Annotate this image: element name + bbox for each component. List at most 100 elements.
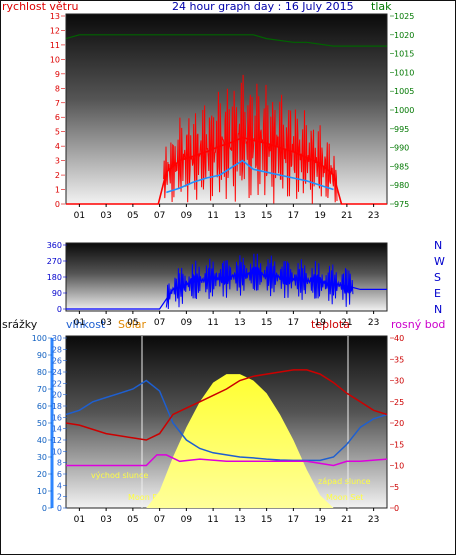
wind-speed-tick-label: 6 (55, 113, 60, 122)
temperature-tick-label: 5 (394, 483, 399, 492)
wind-speed-tick-label: 4 (55, 142, 60, 151)
wind-speed-label: rychlost větru (2, 0, 79, 13)
x-tick-label: 01 (74, 211, 85, 221)
dew-point-line (66, 454, 388, 467)
x-tick-label: 09 (181, 515, 193, 525)
wind-speed-tick-label: 5 (55, 128, 60, 137)
x-tick-label: 19 (314, 211, 326, 221)
pressure-tick-label: 1020 (394, 31, 414, 40)
humidity-tick-label: 4 (57, 481, 62, 490)
rain-tick-label: 70 (37, 385, 47, 394)
wind-noise (163, 74, 338, 204)
pressure-tick-label: 1005 (394, 87, 414, 96)
x-tick-label: 11 (207, 211, 218, 221)
x-tick-label: 05 (127, 211, 138, 221)
direction-tick-label: 270 (47, 257, 62, 266)
pressure-tick-label: 990 (394, 144, 409, 153)
temperature-line (65, 369, 388, 441)
x-tick-label: 17 (288, 211, 299, 221)
x-tick-label: 07 (154, 211, 165, 221)
pressure-tick-label: 985 (394, 162, 409, 171)
pressure-tick-label: 995 (394, 125, 409, 134)
direction-tick-label: 180 (47, 273, 62, 282)
graph-title: 24 hour graph day : 16 July 2015 (172, 0, 354, 13)
x-tick-label: 19 (314, 515, 326, 525)
wind-speed-tick-label: 9 (55, 70, 60, 79)
direction-tick-label: 0 (57, 305, 62, 314)
compass-label: E (434, 287, 441, 300)
humidity-tick-label: 6 (57, 470, 62, 479)
x-tick-label: 07 (154, 515, 165, 525)
wind-speed-tick-label: 7 (55, 99, 60, 108)
rain-tick-label: 30 (37, 453, 47, 462)
humidity-tick-label: 16 (52, 413, 62, 422)
direction-tick-label: 360 (47, 241, 62, 250)
x-tick-label: 17 (288, 515, 299, 525)
wind-speed-tick-label: 11 (50, 41, 60, 50)
wind-speed-tick-label: 8 (55, 84, 60, 93)
rain-tick-label: 50 (37, 419, 47, 428)
humidity-tick-label: 20 (52, 391, 62, 400)
humidity-tick-label: 14 (52, 425, 62, 434)
wind-speed-tick-label: 12 (50, 26, 60, 35)
temperature-tick-label: 0 (394, 504, 399, 513)
rain-tick-label: 80 (37, 368, 47, 377)
wind-speed-tick-label: 2 (55, 171, 60, 180)
x-tick-label: 17 (288, 318, 299, 328)
temperature-tick-label: 35 (394, 355, 404, 364)
rain-tick-label: 0 (42, 504, 47, 513)
temperature-tick-label: 25 (394, 398, 404, 407)
rain-tick-label: 20 (37, 470, 47, 479)
wind-average-line (166, 159, 334, 194)
solar-label: Solar (118, 318, 147, 331)
sunset-annotation: západ slunce (318, 477, 371, 486)
rain-label: srážky (2, 318, 38, 331)
x-tick-label: 23 (368, 515, 379, 525)
humidity-tick-label: 18 (52, 402, 62, 411)
humidity-tick-label: 10 (52, 447, 62, 456)
temperature-tick-label: 30 (394, 377, 404, 386)
sunrise-annotation: východ slunce (91, 471, 148, 480)
humidity-tick-label: 22 (52, 379, 62, 388)
humidity-tick-label: 28 (52, 345, 62, 354)
wind-speed-tick-label: 1 (55, 186, 60, 195)
compass-label: S (434, 271, 441, 284)
wind-speed-line (66, 136, 387, 205)
x-tick-label: 13 (234, 318, 245, 328)
rain-tick-label: 100 (32, 334, 47, 343)
pressure-tick-label: 975 (394, 200, 409, 209)
x-tick-label: 01 (74, 318, 85, 328)
rain-tick-label: 10 (37, 487, 47, 496)
moonset-annotation: Moon Set (326, 493, 363, 502)
x-tick-label: 19 (314, 318, 326, 328)
x-tick-label: 21 (341, 211, 352, 221)
temperature-label: teplota (311, 318, 350, 331)
x-tick-label: 15 (261, 211, 272, 221)
wind-direction-line (66, 272, 387, 310)
x-tick-label: 05 (127, 515, 138, 525)
wind-speed-tick-label: 10 (50, 55, 60, 64)
pressure-tick-label: 1000 (394, 106, 414, 115)
humidity-tick-label: 26 (52, 357, 62, 366)
pressure-line (65, 34, 387, 47)
temperature-tick-label: 20 (394, 419, 404, 428)
x-tick-label: 21 (341, 515, 352, 525)
pressure-tick-label: 1015 (394, 50, 414, 59)
x-tick-label: 23 (368, 211, 379, 221)
humidity-label: vlhkost (66, 318, 106, 331)
x-tick-label: 23 (368, 318, 379, 328)
x-tick-label: 03 (100, 318, 111, 328)
x-tick-label: 03 (100, 211, 111, 221)
x-tick-label: 01 (74, 515, 85, 525)
x-tick-label: 11 (207, 318, 218, 328)
humidity-tick-label: 24 (52, 368, 62, 377)
pressure-tick-label: 980 (394, 181, 409, 190)
rain-tick-label: 60 (37, 402, 47, 411)
x-tick-label: 03 (100, 515, 111, 525)
compass-label: W (434, 255, 445, 268)
humidity-tick-label: 12 (52, 436, 62, 445)
x-tick-label: 15 (261, 515, 272, 525)
direction-tick-label: 90 (52, 289, 62, 298)
pressure-tick-label: 1010 (394, 68, 414, 77)
